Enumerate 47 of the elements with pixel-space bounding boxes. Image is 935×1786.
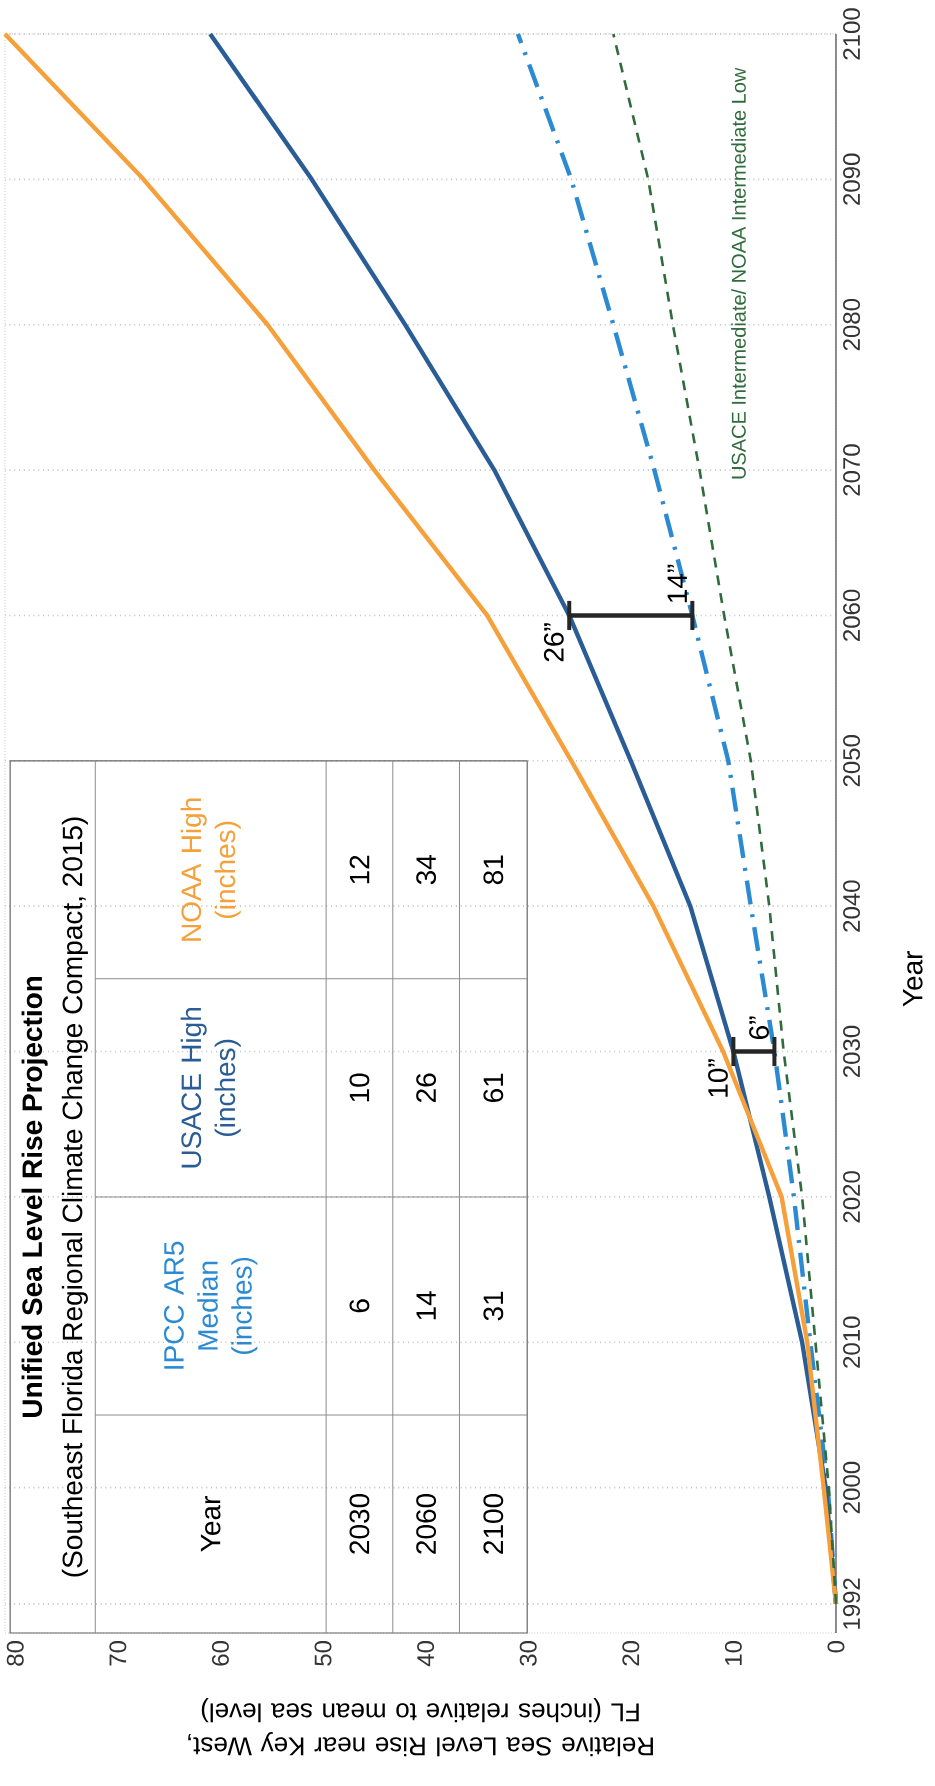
y-tick-label: 2040 — [843, 880, 861, 932]
annotation: 26” — [543, 623, 564, 662]
y-tick-label: 2060 — [843, 589, 861, 641]
x-tick-label: 40 — [417, 1640, 435, 1667]
text: NOAA High (inches) — [180, 798, 241, 941]
annotation: Year — [200, 1496, 221, 1552]
y-tick-label: 2090 — [843, 153, 861, 205]
y-tick-label: 2050 — [843, 735, 861, 787]
annotation: 12 — [349, 855, 370, 884]
x-axis-title: Relative Sea Level Rise near Key West, FL (inches relative to mean sea level) — [188, 1698, 653, 1757]
annotation: 14 — [416, 1291, 436, 1320]
x-tick-label: 20 — [622, 1640, 640, 1666]
y-tick-label: 2020 — [843, 1171, 861, 1223]
y-tick-label: 2100 — [843, 8, 861, 60]
text: (Southeast Florida Regional Climate Change Compact, 2015) — [61, 817, 88, 1577]
annotation: 31 — [483, 1291, 504, 1321]
annotation: 10” — [708, 1059, 728, 1097]
x-tick-label: 10 — [724, 1640, 742, 1665]
x-tick-label: 70 — [109, 1640, 127, 1666]
annotation: 61 — [483, 1073, 504, 1103]
text: IPCC AR5 Median (inches) — [163, 1241, 258, 1369]
annotation: 2030 — [349, 1493, 370, 1554]
y-tick-label: 2080 — [843, 298, 861, 351]
x-tick-label: 50 — [314, 1640, 332, 1666]
annotation: 2060 — [416, 1493, 437, 1554]
y-tick-label: 2030 — [843, 1025, 861, 1078]
text: USACE Intermediate/ NOAA Intermediate Low — [731, 67, 746, 479]
y-tick-label: 1992 — [843, 1578, 861, 1629]
y-tick-label: 2000 — [843, 1461, 861, 1514]
x-tick-label: 60 — [211, 1640, 229, 1666]
annotation: 34 — [416, 855, 437, 885]
annotation: 26 — [416, 1073, 437, 1103]
text: Unified Sea Level Rise Projection — [21, 976, 48, 1417]
line-series — [612, 32, 838, 1606]
x-tick-label: 80 — [6, 1640, 24, 1666]
y-tick-label: 2010 — [843, 1316, 861, 1368]
annotation: 10 — [349, 1073, 370, 1102]
text: USACE High (inches) — [180, 1008, 241, 1168]
x-tick-label: 0 — [827, 1640, 845, 1653]
y-tick-label: 2070 — [843, 444, 861, 496]
annotation: 2100 — [483, 1493, 504, 1554]
annotation: 81 — [483, 855, 504, 885]
y-axis-title: Year — [903, 951, 923, 1007]
annotation: 6” — [749, 1016, 769, 1039]
annotation: 14” — [667, 564, 687, 603]
annotation: 6 — [349, 1299, 370, 1313]
x-tick-label: 30 — [519, 1640, 537, 1666]
